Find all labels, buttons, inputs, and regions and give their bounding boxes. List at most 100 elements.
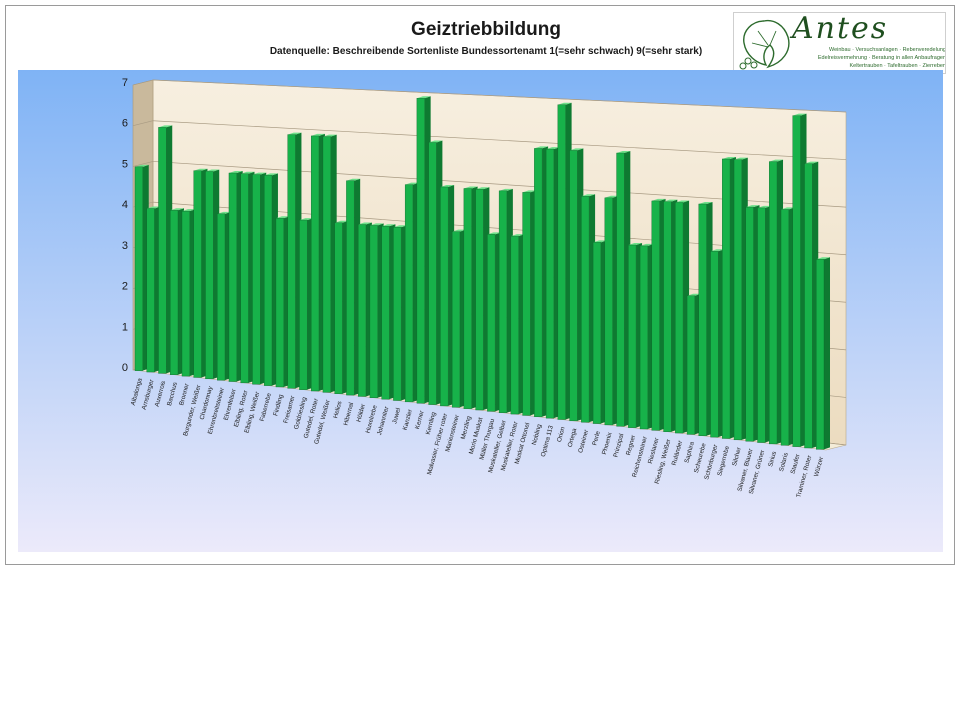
bar <box>228 172 237 382</box>
y-tick-label: 3 <box>122 240 128 252</box>
bar-top <box>452 229 466 232</box>
logo-name: Antes <box>792 12 889 46</box>
bar-top <box>416 96 431 99</box>
bar <box>181 210 190 377</box>
bar <box>299 219 308 390</box>
bar <box>663 201 672 432</box>
bar <box>134 166 143 371</box>
bar-top <box>804 161 819 164</box>
bar <box>498 190 508 413</box>
chart-title: Geiztriebbildung <box>411 19 561 40</box>
bar <box>451 231 461 408</box>
x-tick-label: Silcher <box>731 447 743 467</box>
bar-top <box>640 243 654 246</box>
bar-top <box>663 199 678 202</box>
bar-top <box>687 293 701 296</box>
bar-top <box>475 187 490 190</box>
bar-top <box>651 198 666 201</box>
bar <box>240 173 249 384</box>
x-tick-label: Perle <box>591 430 602 446</box>
bar <box>722 158 731 439</box>
bar <box>628 244 637 428</box>
bar <box>275 218 284 388</box>
bar <box>592 242 602 424</box>
x-tick-label: Ortega <box>567 427 579 448</box>
bar-top <box>781 207 795 210</box>
bar <box>475 189 484 411</box>
bar <box>569 150 578 422</box>
logo-tagline-3: Keltertrauben · Tafeltrauben · Zierreben <box>849 63 946 69</box>
bar <box>170 210 179 375</box>
bar-top <box>440 184 455 187</box>
bar <box>416 98 425 404</box>
bar-top <box>675 200 690 203</box>
gridline <box>152 79 847 113</box>
bar-top <box>546 147 560 150</box>
y-tick-label: 1 <box>122 321 128 333</box>
bar-top <box>816 257 831 260</box>
bar-top <box>181 209 196 212</box>
bar <box>369 225 378 398</box>
bar <box>816 259 825 450</box>
bar <box>252 174 261 385</box>
bar-top <box>734 157 748 160</box>
bar <box>440 186 449 407</box>
bar-top <box>581 194 596 197</box>
bar <box>651 200 660 431</box>
bar-top <box>134 164 149 167</box>
bar-top <box>322 134 337 137</box>
gridline-side <box>132 79 154 86</box>
bar-top <box>334 220 349 223</box>
bar <box>205 171 214 380</box>
bar <box>346 180 355 396</box>
bar <box>545 148 555 419</box>
logo-tagline-2: Edelreisvermehrung · Beratung in allen A… <box>817 55 946 61</box>
bar <box>733 159 742 441</box>
bar-top <box>346 178 361 181</box>
bar-top <box>593 240 607 243</box>
x-tick-label: Orion <box>556 426 567 443</box>
bar-top <box>381 224 396 227</box>
bar <box>510 235 519 415</box>
gridline <box>152 120 847 160</box>
bar <box>357 224 367 397</box>
bar-top <box>358 222 372 225</box>
x-tick-label: Kerner <box>414 410 426 430</box>
y-tick-label: 0 <box>122 362 128 374</box>
x-tick-label: Sirius <box>767 451 778 468</box>
bar-top <box>557 102 572 105</box>
bar-top <box>228 171 243 174</box>
bar-top <box>463 186 478 189</box>
bar-top <box>698 202 713 205</box>
bar <box>463 188 472 409</box>
bar <box>287 134 296 389</box>
bar <box>757 207 766 443</box>
x-tick-label: Helios <box>332 400 343 419</box>
bar <box>804 163 813 449</box>
bar <box>557 104 566 420</box>
bar <box>146 208 155 373</box>
bar-top <box>534 146 549 149</box>
bar-top <box>311 133 325 136</box>
bar <box>381 226 390 400</box>
bar <box>604 197 613 426</box>
bar-side <box>824 257 831 450</box>
bar-top <box>428 140 443 143</box>
bar-top <box>745 205 760 208</box>
bar-top <box>604 195 619 198</box>
bar-top <box>628 243 643 246</box>
bar-top <box>193 168 208 171</box>
bar <box>769 161 778 445</box>
bar-top <box>710 249 725 252</box>
bar-top <box>369 223 384 226</box>
bar-top <box>287 132 302 135</box>
bar <box>616 152 625 427</box>
vine-leaf-icon <box>739 19 790 70</box>
bar <box>487 234 496 412</box>
y-tick-label: 6 <box>122 118 128 130</box>
x-tick-label: Juwel <box>391 407 402 424</box>
bar-top <box>158 125 173 128</box>
bar-top <box>264 173 278 176</box>
bar-top <box>299 218 314 221</box>
